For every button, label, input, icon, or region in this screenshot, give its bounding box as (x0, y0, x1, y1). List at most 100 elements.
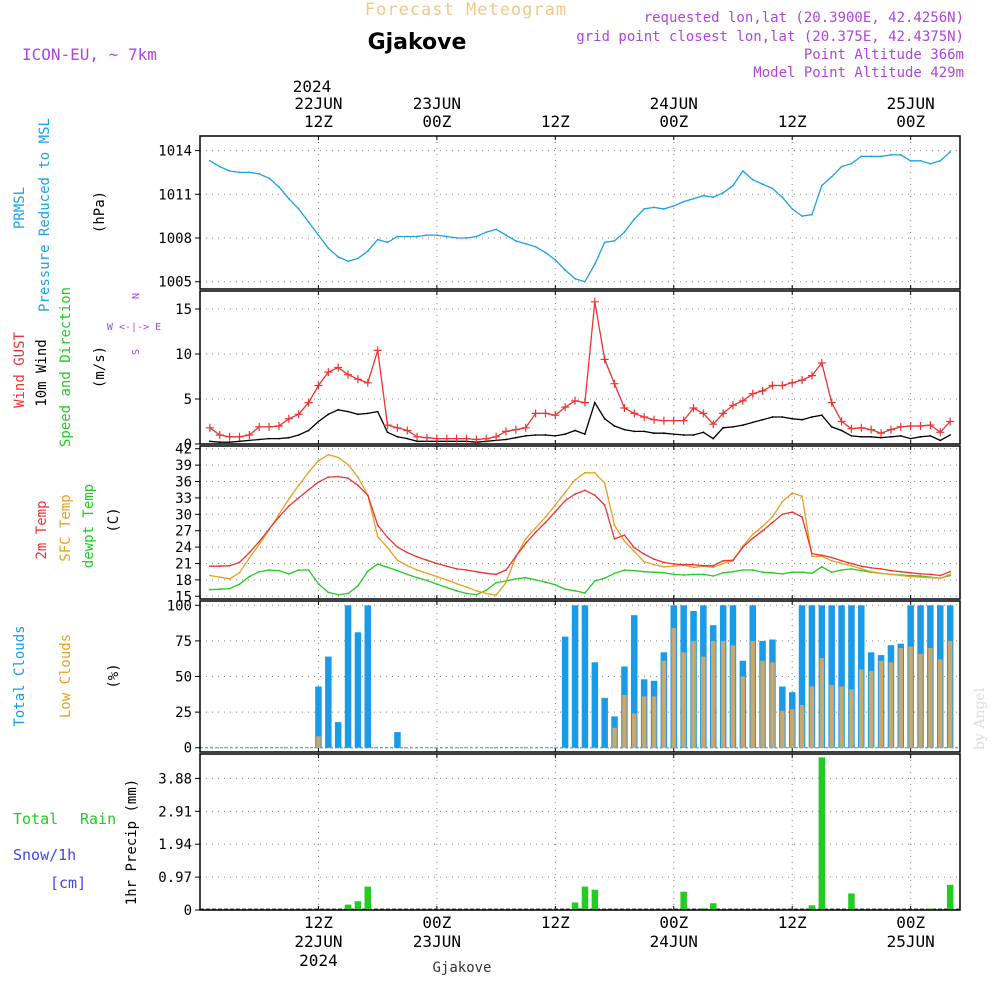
pressure-point (366, 250, 369, 253)
temp2m-point (268, 528, 270, 530)
sfc-temp-point (327, 453, 330, 456)
pressure-point (218, 165, 221, 168)
pressure-point (495, 228, 497, 231)
wind10m-point (653, 432, 655, 435)
sfc-temp-point (909, 575, 912, 578)
low-clouds-bar (859, 669, 864, 748)
pressure-point (860, 155, 863, 158)
wind10m-point (850, 435, 853, 437)
dewpt-point (258, 570, 261, 573)
gust-marker (235, 432, 244, 441)
dewpt-point (297, 569, 300, 571)
precip-label-rain: Rain (80, 810, 116, 828)
low-clouds-bar (740, 676, 746, 748)
wind10m-point (742, 424, 744, 426)
precip-plot-area (200, 754, 960, 910)
sfc-temp-point (801, 495, 803, 498)
temp2m-point (939, 574, 942, 577)
sfc-temp-point (317, 459, 320, 462)
gust-marker (600, 355, 609, 364)
pressure-point (475, 235, 478, 238)
pressure-point (603, 241, 606, 244)
gust-marker (896, 422, 905, 431)
total-clouds-bar (848, 605, 855, 748)
pressure-point (771, 187, 774, 190)
temp2m-point (781, 513, 784, 516)
gust-marker (482, 434, 491, 443)
pressure-point (268, 177, 270, 180)
dewpt-point (722, 571, 724, 574)
sfc-temp-point (603, 482, 606, 485)
pressure-point (919, 159, 922, 162)
temp2m-point (554, 510, 557, 513)
temp2m-point (574, 493, 576, 495)
wind10m-point (357, 413, 359, 416)
precip-bar (354, 901, 362, 910)
temp2m-point (534, 531, 537, 534)
sfc-temp-point (524, 538, 527, 540)
low-clouds-bar (711, 640, 716, 748)
gust-marker (877, 429, 886, 438)
wind10m-point (633, 430, 636, 433)
temp2m-point (712, 564, 715, 567)
wind-ytick-label: 15 (175, 302, 192, 318)
wind10m-point (663, 432, 665, 435)
temp2m-point (297, 497, 300, 499)
temp2m-point (248, 551, 251, 554)
pressure-point (939, 159, 942, 162)
wind10m-point (751, 421, 754, 424)
temp-label-dewpt: dewpt Temp (81, 484, 97, 568)
temp2m-point (840, 559, 843, 562)
gust-marker (817, 359, 826, 367)
temp2m-point (366, 494, 369, 497)
temp2m-point (633, 546, 636, 549)
sfc-temp-point (218, 576, 221, 578)
dewpt-point (603, 577, 606, 580)
wind10m-point (643, 430, 646, 433)
wind10m-point (287, 436, 290, 439)
bottom-time-label: 00Z (896, 913, 925, 932)
low-clouds-bar (720, 640, 726, 748)
pressure-point (406, 235, 409, 238)
gust-marker (571, 396, 580, 405)
gust-marker (659, 416, 668, 425)
precip-ytick-label: 0 (184, 903, 192, 919)
temp2m-point (445, 565, 448, 568)
precip-bar (818, 757, 826, 910)
pressure-point (327, 247, 330, 250)
wind-label-unit: (m/s) (92, 346, 108, 388)
gust-marker (255, 422, 264, 431)
dewpt-point (475, 593, 478, 596)
wind-ytick-label: 5 (184, 392, 192, 408)
gust-marker (245, 431, 254, 439)
precip-bar (848, 893, 855, 910)
temp-label-2m: 2m Temp (34, 500, 50, 559)
wind10m-point (860, 435, 863, 438)
pressure-point (209, 159, 211, 162)
point-altitude: Point Altitude 366m (804, 47, 964, 63)
sfc-temp-point (445, 579, 448, 581)
dewpt-point (761, 571, 764, 574)
gust-marker (334, 363, 343, 372)
dewpt-point (287, 573, 290, 575)
wind10m-point (771, 416, 774, 418)
wind10m-point (317, 420, 320, 423)
wind-label-10m: 10m Wind (34, 339, 50, 406)
pressure-point (445, 235, 448, 238)
low-clouds-bar (760, 660, 765, 748)
wind10m-point (386, 431, 389, 434)
pressure-point (307, 221, 310, 223)
wind10m-point (238, 440, 241, 443)
gust-marker (857, 423, 866, 432)
precip-label-total: Total (13, 810, 58, 828)
temp2m-point (929, 573, 932, 576)
dewpt-point (751, 569, 754, 571)
wind10m-point (327, 413, 330, 416)
gust-marker (650, 415, 659, 424)
gust-marker (886, 425, 895, 434)
dewpt-point (830, 571, 833, 574)
temp2m-point (870, 567, 873, 569)
low-clouds-bar (888, 662, 894, 748)
temp2m-point (732, 559, 734, 562)
